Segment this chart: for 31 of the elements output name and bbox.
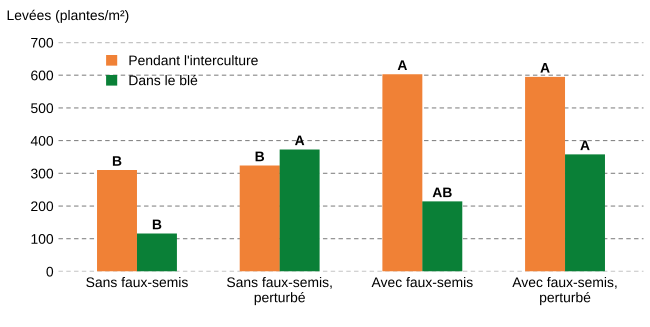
- x-tick-label: Avec faux-semis: [372, 276, 473, 288]
- x-tick-label: Avec faux-semis, perturbé: [512, 276, 617, 306]
- chart-title: Levées (plantes/m²): [8, 10, 128, 23]
- bar: [565, 154, 605, 272]
- data-label: B: [152, 220, 162, 230]
- bar: [240, 165, 280, 272]
- y-tick-label: 500: [31, 103, 54, 114]
- legend-label: Dans le blé: [129, 74, 198, 86]
- y-tick-label: 200: [31, 201, 54, 212]
- y-tick-label: 600: [31, 70, 54, 80]
- data-label: A: [540, 63, 550, 73]
- data-label: A: [294, 136, 304, 146]
- data-label: B: [112, 156, 122, 166]
- y-tick-label: 100: [32, 234, 54, 244]
- x-tick-label: Sans faux-semis: [86, 276, 188, 288]
- data-label: AB: [432, 188, 452, 198]
- y-tick-label: 400: [30, 136, 54, 146]
- y-tick-label: 0: [46, 266, 54, 277]
- bar: [136, 233, 177, 272]
- data-label: A: [580, 140, 590, 150]
- bar: [525, 76, 566, 272]
- bar: [422, 201, 462, 272]
- bar: [382, 74, 422, 272]
- bar: [97, 170, 137, 272]
- data-label: A: [398, 60, 408, 70]
- data-label: B: [256, 152, 264, 162]
- y-tick-label: 300: [31, 168, 54, 178]
- legend-label: Pendant l'interculture: [129, 55, 258, 66]
- y-tick-label: 700: [31, 38, 54, 48]
- x-tick-label: Sans faux-semis, perturbé: [227, 276, 332, 306]
- bar: [280, 149, 320, 272]
